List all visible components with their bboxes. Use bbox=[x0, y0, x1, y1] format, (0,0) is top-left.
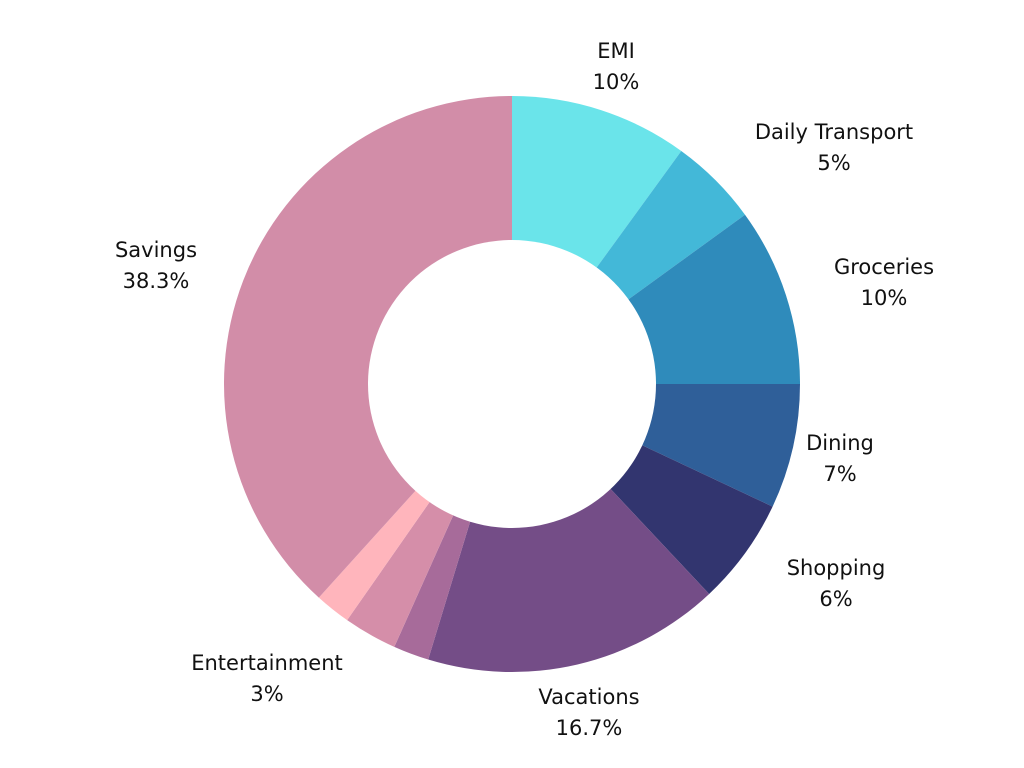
slice-label-savings: Savings 38.3% bbox=[115, 238, 197, 293]
slice-percent-vacations: 16.7% bbox=[556, 716, 623, 740]
slice-name-savings: Savings bbox=[115, 238, 197, 262]
slice-name-vacations: Vacations bbox=[538, 685, 639, 709]
slice-percent-savings: 38.3% bbox=[123, 269, 190, 293]
slice-percent-groceries: 10% bbox=[861, 286, 908, 310]
slice-name-daily-transport: Daily Transport bbox=[755, 120, 913, 144]
slice-name-emi: EMI bbox=[597, 39, 635, 63]
slice-percent-emi: 10% bbox=[593, 70, 640, 94]
slice-label-vacations: Vacations 16.7% bbox=[538, 685, 639, 740]
slice-name-groceries: Groceries bbox=[834, 255, 934, 279]
slice-label-shopping: Shopping 6% bbox=[787, 556, 886, 611]
slice-percent-entertainment: 3% bbox=[250, 682, 283, 706]
slice-label-groceries: Groceries 10% bbox=[834, 255, 934, 310]
slice-name-shopping: Shopping bbox=[787, 556, 886, 580]
slice-percent-shopping: 6% bbox=[819, 587, 852, 611]
slice-label-daily-transport: Daily Transport 5% bbox=[755, 120, 913, 175]
slice-label-dining: Dining 7% bbox=[806, 431, 874, 486]
slice-percent-daily-transport: 5% bbox=[817, 151, 850, 175]
slice-label-emi: EMI 10% bbox=[593, 39, 640, 94]
slice-label-entertainment: Entertainment 3% bbox=[191, 651, 343, 706]
slice-percent-dining: 7% bbox=[823, 462, 856, 486]
labels-layer: EMI 10% Daily Transport 5% Groceries 10% Dinin… bbox=[115, 39, 934, 740]
donut-hole bbox=[368, 240, 656, 528]
slice-name-dining: Dining bbox=[806, 431, 874, 455]
slice-name-entertainment: Entertainment bbox=[191, 651, 343, 675]
slice-savings bbox=[223, 95, 512, 598]
